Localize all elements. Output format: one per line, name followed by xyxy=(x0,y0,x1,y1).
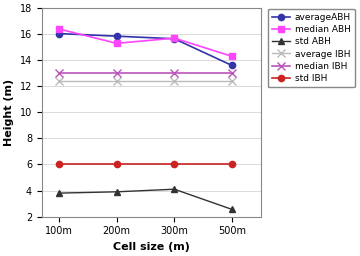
std ABH xyxy=(230,208,234,211)
average IBH xyxy=(114,80,119,83)
std IBH xyxy=(230,162,234,165)
std IBH xyxy=(114,162,119,165)
Line: median IBH: median IBH xyxy=(55,69,236,78)
median IBH xyxy=(172,72,176,75)
averageABH xyxy=(230,64,234,67)
median ABH xyxy=(230,55,234,58)
Line: std ABH: std ABH xyxy=(56,186,235,212)
averageABH xyxy=(114,35,119,38)
std ABH xyxy=(114,190,119,193)
average IBH xyxy=(172,80,176,83)
Legend: averageABH, median ABH, std ABH, average IBH, median IBH, std IBH: averageABH, median ABH, std ABH, average… xyxy=(267,8,355,87)
median ABH xyxy=(172,37,176,40)
std IBH xyxy=(57,162,61,165)
median IBH xyxy=(57,72,61,75)
average IBH xyxy=(57,80,61,83)
std ABH xyxy=(57,191,61,195)
Line: median ABH: median ABH xyxy=(56,26,235,59)
median ABH xyxy=(114,42,119,45)
averageABH xyxy=(172,37,176,40)
X-axis label: Cell size (m): Cell size (m) xyxy=(113,242,190,252)
std ABH xyxy=(172,188,176,191)
Line: averageABH: averageABH xyxy=(56,30,235,69)
Y-axis label: Height (m): Height (m) xyxy=(4,79,14,146)
std IBH xyxy=(172,162,176,165)
median ABH xyxy=(57,27,61,30)
median IBH xyxy=(114,72,119,75)
median IBH xyxy=(230,72,234,75)
Line: average IBH: average IBH xyxy=(55,77,236,85)
averageABH xyxy=(57,32,61,35)
Line: std IBH: std IBH xyxy=(56,161,235,167)
average IBH xyxy=(230,80,234,83)
